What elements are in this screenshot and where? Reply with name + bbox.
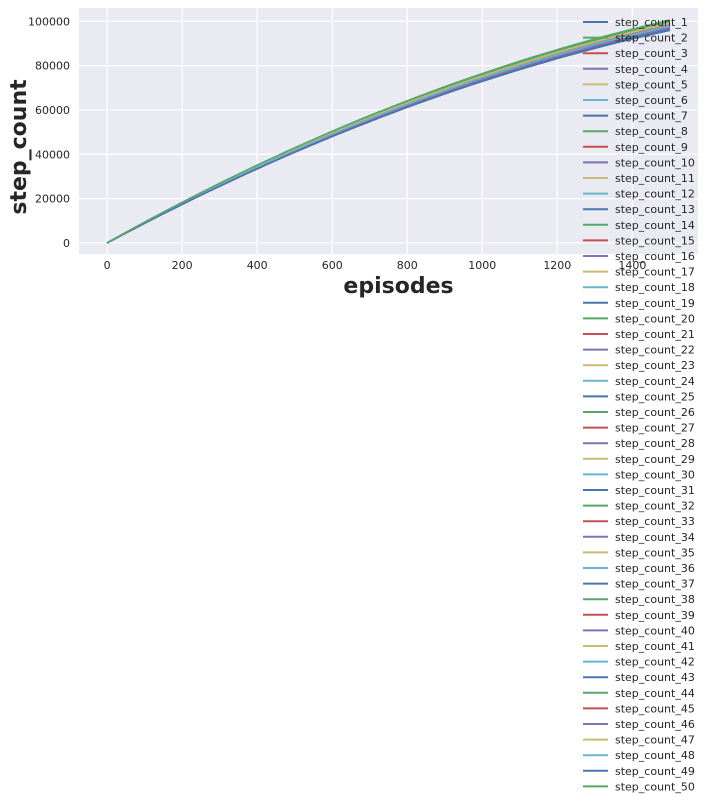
legend-label: step_count_25 bbox=[615, 390, 695, 403]
legend-label: step_count_24 bbox=[615, 375, 695, 388]
legend-label: step_count_9 bbox=[615, 141, 688, 154]
legend-label: step_count_40 bbox=[615, 624, 695, 637]
legend-label: step_count_2 bbox=[615, 32, 688, 45]
legend-label: step_count_32 bbox=[615, 500, 695, 513]
x-axis-label: episodes bbox=[343, 274, 453, 299]
legend-label: step_count_41 bbox=[615, 640, 695, 653]
legend-label: step_count_38 bbox=[615, 593, 695, 606]
series-line-50 bbox=[106, 19, 671, 244]
x-tick-label: 600 bbox=[322, 259, 343, 272]
series-line-48 bbox=[106, 24, 671, 244]
legend-label: step_count_26 bbox=[615, 406, 695, 419]
legend-label: step_count_19 bbox=[615, 297, 695, 310]
legend-label: step_count_27 bbox=[615, 422, 695, 435]
x-tick-label: 400 bbox=[247, 259, 268, 272]
legend-label: step_count_5 bbox=[615, 78, 688, 91]
legend-label: step_count_39 bbox=[615, 609, 695, 622]
legend-label: step_count_31 bbox=[615, 484, 695, 497]
x-tick-label: 1400 bbox=[618, 259, 646, 272]
y-tick-label: 60000 bbox=[35, 104, 70, 117]
legend-label: step_count_35 bbox=[615, 546, 695, 559]
legend-label: step_count_3 bbox=[615, 47, 688, 60]
legend-label: step_count_42 bbox=[615, 656, 695, 669]
legend-label: step_count_34 bbox=[615, 531, 695, 544]
y-axis-ticks: 0 20000 40000 60000 80000 100000 bbox=[28, 15, 70, 250]
legend-label: step_count_50 bbox=[615, 780, 695, 793]
legend-label: step_count_45 bbox=[615, 702, 695, 715]
legend-label: step_count_30 bbox=[615, 468, 695, 481]
legend-label: step_count_10 bbox=[615, 156, 695, 169]
legend-label: step_count_1 bbox=[615, 16, 688, 29]
legend-label: step_count_49 bbox=[615, 765, 695, 778]
series-lines bbox=[106, 19, 671, 244]
legend: step_count_1 step_count_2 step_count_3step… bbox=[583, 16, 695, 793]
legend-label: step_count_15 bbox=[615, 234, 695, 247]
x-tick-label: 1000 bbox=[468, 259, 496, 272]
legend-label: step_count_28 bbox=[615, 437, 695, 450]
y-axis-label: step_count bbox=[7, 79, 32, 215]
y-tick-label: 20000 bbox=[35, 193, 70, 206]
legend-label: step_count_23 bbox=[615, 359, 695, 372]
x-tick-label: 0 bbox=[104, 259, 111, 272]
legend-label: step_count_29 bbox=[615, 453, 695, 466]
y-tick-label: 40000 bbox=[35, 148, 70, 161]
legend-label: step_count_13 bbox=[615, 203, 695, 216]
legend-label: step_count_20 bbox=[615, 312, 695, 325]
legend-label: step_count_46 bbox=[615, 718, 695, 731]
legend-label: step_count_22 bbox=[615, 344, 695, 357]
legend-label: step_count_8 bbox=[615, 125, 688, 138]
legend-label: step_count_47 bbox=[615, 734, 695, 747]
legend-label: step_count_14 bbox=[615, 219, 695, 232]
legend-label: step_count_16 bbox=[615, 250, 695, 263]
legend-label: step_count_11 bbox=[615, 172, 695, 185]
legend-label: step_count_36 bbox=[615, 562, 695, 575]
legend-label: step_count_33 bbox=[615, 515, 695, 528]
legend-label: step_count_6 bbox=[615, 94, 688, 107]
legend-label: step_count_17 bbox=[615, 266, 695, 279]
x-axis-ticks: 0 200 400 600 800 1000 1200 1400 bbox=[104, 259, 647, 272]
x-tick-label: 800 bbox=[397, 259, 418, 272]
legend-label: step_count_43 bbox=[615, 671, 695, 684]
legend-label: step_count_12 bbox=[615, 188, 695, 201]
y-tick-label: 0 bbox=[63, 237, 70, 250]
legend-label: step_count_7 bbox=[615, 110, 688, 123]
legend-label: step_count_37 bbox=[615, 578, 695, 591]
legend-label: step_count_48 bbox=[615, 749, 695, 762]
legend-label: step_count_44 bbox=[615, 687, 695, 700]
series-line-49 bbox=[106, 29, 671, 244]
grid-lines bbox=[79, 8, 698, 254]
x-tick-label: 1200 bbox=[543, 259, 571, 272]
legend-label: step_count_21 bbox=[615, 328, 695, 341]
legend-label: step_count_18 bbox=[615, 281, 695, 294]
x-tick-label: 200 bbox=[172, 259, 193, 272]
y-tick-label: 100000 bbox=[28, 15, 70, 28]
legend-label: step_count_4 bbox=[615, 63, 688, 76]
y-tick-label: 80000 bbox=[35, 60, 70, 73]
